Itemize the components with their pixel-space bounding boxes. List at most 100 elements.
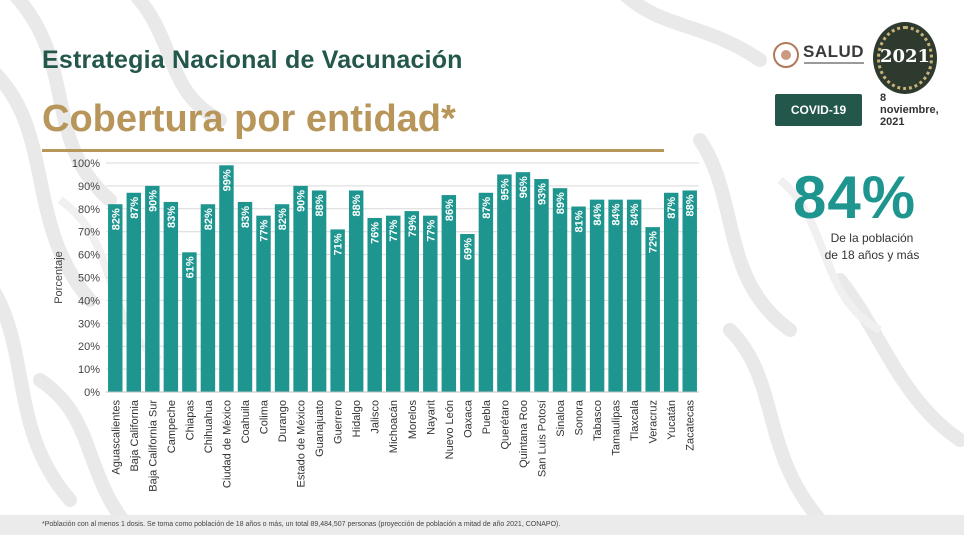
bar — [182, 252, 197, 392]
date-day: 8 — [880, 92, 887, 104]
bar-value-label: 76% — [370, 222, 382, 244]
bar-value-label: 77% — [259, 219, 271, 241]
bar-value-label: 90% — [296, 190, 308, 212]
y-tick-label: 30% — [78, 318, 100, 330]
bar-value-label: 83% — [166, 206, 178, 228]
bar-value-label: 84% — [629, 203, 641, 225]
category-label: Aguascalientes — [110, 400, 122, 475]
bar — [274, 204, 290, 392]
covid-badge: COVID-19 — [775, 94, 862, 126]
bar-value-label: 95% — [499, 178, 511, 200]
bar — [460, 233, 475, 392]
bar-value-label: 99% — [221, 169, 233, 191]
category-label: Zacatecas — [685, 400, 697, 451]
bar — [386, 215, 401, 392]
year-2021-text: 2021 — [879, 46, 931, 67]
salud-logo-text: SALUD — [803, 42, 865, 61]
bar-value-label: 88% — [314, 194, 326, 216]
category-label: Tabasco — [592, 400, 604, 441]
bar — [256, 215, 271, 392]
category-label: Chiapas — [184, 400, 196, 441]
bar — [145, 185, 160, 392]
y-axis-label: Porcentaje — [53, 251, 65, 304]
salud-logo-underline — [804, 62, 864, 64]
category-label: Durango — [277, 400, 289, 442]
y-tick-label: 0% — [84, 387, 100, 399]
y-tick-label: 50% — [78, 273, 100, 285]
logo-ring-icon — [877, 26, 933, 90]
bar — [497, 174, 512, 392]
category-label: Michoacán — [388, 400, 400, 453]
bar-value-label: 87% — [481, 197, 493, 219]
category-label: Hidalgo — [351, 400, 363, 437]
category-label: Guerrero — [333, 400, 345, 444]
category-label: Oaxaca — [462, 399, 474, 438]
bar — [534, 179, 549, 392]
bar-value-label: 88% — [351, 194, 363, 216]
year-2021-logo: 2021 — [873, 22, 937, 94]
y-tick-label: 70% — [78, 227, 100, 239]
category-label: Jalisco — [370, 400, 382, 434]
category-label: Nayarit — [425, 400, 437, 435]
salud-logo: SALUD — [773, 40, 865, 72]
category-label: Sinaloa — [555, 399, 567, 437]
bar — [311, 190, 327, 392]
y-tick-label: 10% — [78, 364, 100, 376]
bar — [348, 190, 364, 392]
bar — [682, 190, 697, 392]
bar — [552, 188, 568, 392]
bar — [404, 211, 419, 392]
bar-value-label: 81% — [574, 210, 586, 232]
bar-value-label: 87% — [129, 197, 141, 219]
date-year: 2021 — [880, 116, 905, 128]
bar-value-label: 96% — [518, 176, 530, 198]
bar — [608, 199, 623, 392]
page-subtitle: Cobertura por entidad* — [42, 98, 456, 140]
category-label: Nuevo León — [444, 400, 456, 459]
bar — [645, 227, 660, 392]
category-label: Sonora — [574, 399, 586, 435]
category-label: Colima — [259, 399, 271, 434]
category-label: Baja California — [129, 399, 141, 471]
bar — [237, 201, 253, 392]
bar-value-label: 83% — [240, 206, 252, 228]
bar — [330, 229, 345, 392]
bar-value-label: 84% — [611, 203, 623, 225]
category-label: Veracruz — [648, 400, 660, 443]
bar-value-label: 87% — [666, 197, 678, 219]
bar-value-label: 79% — [407, 215, 419, 237]
bar — [423, 215, 438, 392]
bar — [589, 199, 605, 392]
category-label: Puebla — [481, 399, 493, 434]
category-label: Campeche — [166, 400, 178, 453]
bar-value-label: 90% — [147, 190, 159, 212]
y-tick-label: 90% — [78, 181, 100, 193]
bar-value-label: 77% — [425, 219, 437, 241]
category-label: Yucatán — [666, 400, 678, 440]
bar-value-label: 93% — [536, 183, 548, 205]
category-label: Quintana Roo — [518, 400, 530, 468]
category-label: Baja California Sur — [147, 400, 159, 492]
bar-value-label: 86% — [444, 199, 456, 221]
bar — [219, 165, 234, 392]
national-coverage-description: De la población de 18 años y más — [812, 230, 932, 264]
footnote: *Población con al menos 1 dosis. Se toma… — [0, 515, 964, 535]
national-coverage-value: 84% — [793, 164, 917, 231]
category-label: Tlaxcala — [629, 399, 641, 441]
bar-value-label: 82% — [203, 208, 215, 230]
bar — [293, 185, 308, 392]
y-tick-label: 20% — [78, 341, 100, 353]
bar — [571, 206, 586, 392]
bar — [367, 217, 382, 392]
bar-value-label: 88% — [685, 194, 697, 216]
category-label: Estado de México — [296, 400, 308, 487]
bar — [663, 192, 679, 392]
date-month: noviembre, — [880, 104, 939, 116]
bar-value-label: 82% — [277, 208, 289, 230]
bar — [108, 204, 123, 392]
category-label: Guanajuato — [314, 400, 326, 457]
category-label: Morelos — [407, 400, 419, 440]
report-date: 8 noviembre, 2021 — [880, 92, 960, 128]
bar-value-label: 77% — [388, 219, 400, 241]
